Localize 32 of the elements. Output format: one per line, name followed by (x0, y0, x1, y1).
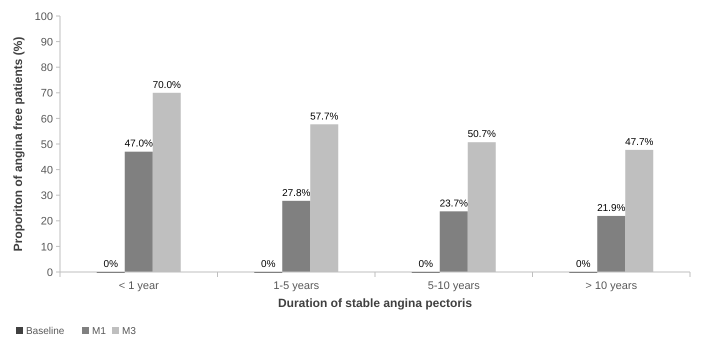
data-label: 70.0% (152, 80, 182, 91)
x-tick-label: < 1 year (118, 280, 160, 292)
y-tick-label: 90 (40, 36, 53, 48)
y-tick-label: 10 (40, 241, 53, 254)
x-tick-label: 1-5 years (273, 280, 320, 292)
data-label: 23.7% (440, 198, 468, 210)
data-label: 0% (104, 259, 118, 270)
data-label: 0% (261, 259, 276, 270)
data-label: 0% (418, 259, 434, 270)
y-tick-label: 80 (40, 62, 53, 74)
y-tick-label: 50 (40, 138, 53, 151)
legend-label: M1 (92, 326, 106, 337)
y-tick-label: 60 (40, 113, 53, 126)
y-axis-title: Proporiton of angina free patients (%) (11, 36, 25, 252)
legend-label: Baseline (26, 326, 65, 337)
y-tick-label: 40 (40, 164, 53, 176)
x-tick-label: 5-10 years (428, 280, 480, 292)
data-label: 27.8% (282, 188, 311, 199)
y-tick-label: 30 (40, 190, 53, 202)
y-tick-label: 70 (40, 88, 53, 100)
y-tick-label: 0 (46, 266, 53, 279)
x-axis-title: Duration of stable angina pectoris (278, 296, 472, 310)
legend-label: M3 (122, 326, 136, 337)
y-tick-label: 100 (34, 10, 53, 23)
data-label: 21.9% (597, 202, 626, 214)
y-tick-label: 20 (40, 216, 53, 228)
data-label: 0% (576, 259, 591, 270)
data-label: 57.7% (310, 111, 339, 122)
data-label: 47.0% (124, 138, 154, 150)
data-label: 47.7% (625, 136, 654, 148)
x-tick-label: > 10 years (585, 280, 638, 292)
data-label: 50.7% (468, 129, 496, 140)
